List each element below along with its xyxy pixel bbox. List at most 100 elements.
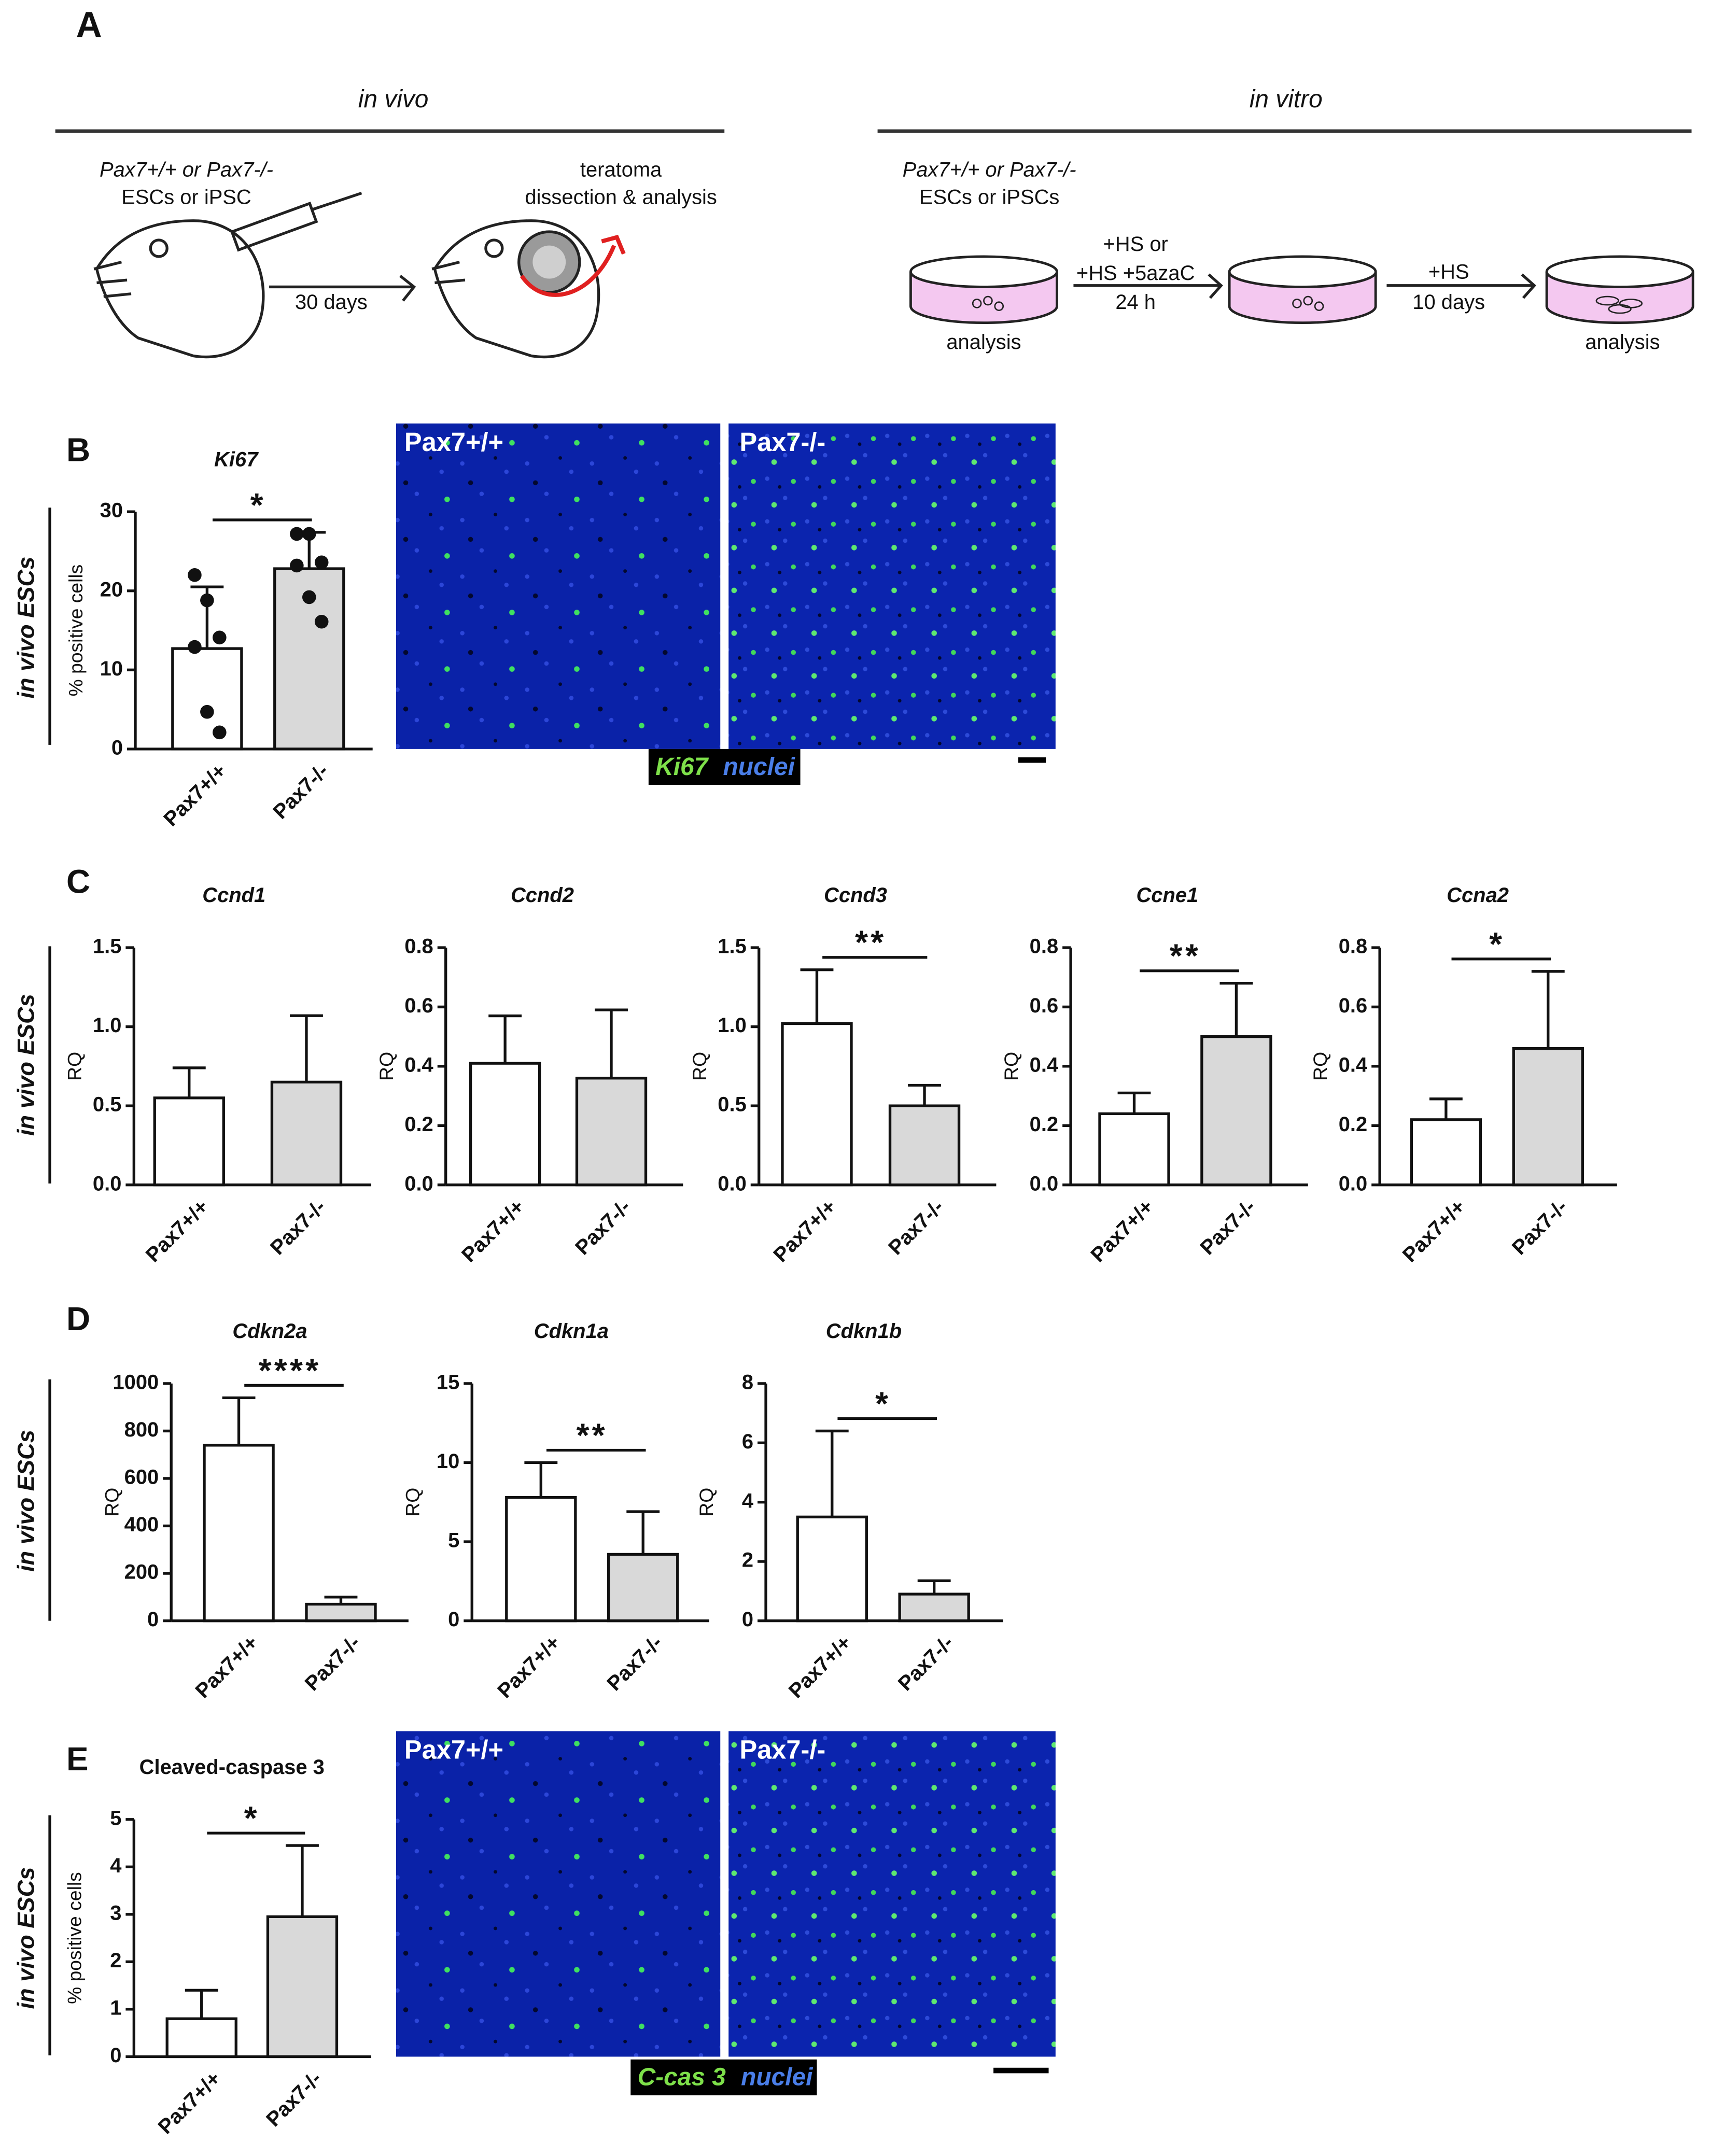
x-tick-label: Pax7-/- [1196,1195,1260,1260]
y-tick-label: 0.2 [1030,1113,1058,1136]
y-tick-label: 0.5 [718,1093,746,1116]
x-tick-label: Pax7+/+ [1086,1195,1158,1267]
y-tick-label: 2 [110,1949,121,1972]
significance: ** [1170,937,1201,975]
micrograph-labels: Pax7+/+ Pax7-/- Pax7+/+ Pax7-/- [404,427,825,1765]
bar [607,1553,679,1623]
y-axis-label: RQ [1000,1052,1022,1081]
bar [1512,1047,1584,1187]
x-tick-label: Pax7-/- [894,1631,958,1696]
chart-title: Ccnd1 [202,884,265,907]
row-label: in vivo ESCs [12,1430,39,1572]
culture: 10 days [1412,291,1485,314]
micrograph [728,1731,1056,2057]
x-tick-label: Pax7+/+ [493,1631,565,1703]
cells: ESCs or iPSCs [919,186,1060,209]
genotype: Pax7+/+ or Pax7-/- [903,158,1076,181]
bar [266,1915,339,2059]
heading: in vitro [1250,86,1323,113]
drawings [93,192,1536,359]
y-tick-label: 200 [124,1561,159,1584]
x-tick-label: Pax7+/+ [159,759,231,831]
data-point [188,568,202,582]
y-tick-label: 800 [124,1418,159,1441]
step-detail: dissection & analysis [525,186,717,209]
bar [165,2017,237,2059]
data-point [314,555,329,570]
x-tick-label: Pax7-/- [571,1195,635,1260]
bar [1098,1112,1170,1187]
significance: * [250,486,266,524]
y-tick-label: 15 [437,1371,459,1393]
y-axis-label: RQ [695,1488,717,1517]
data-point [314,614,329,629]
genotype: Pax7+/+ or Pax7-/- [100,158,273,181]
dissection-arrow [520,234,626,297]
y-tick-label: 0 [448,1608,459,1631]
image-label: Pax7-/- [739,1735,825,1765]
stain: Ki67 [655,753,709,781]
y-tick-label: 0 [110,2044,121,2067]
image-label: Pax7+/+ [404,1735,503,1765]
data-point [188,640,202,654]
y-tick-label: 0.0 [1030,1172,1058,1195]
data-point [213,725,227,740]
bar [505,1496,577,1623]
bar [888,1104,961,1187]
x-tick-label: Pax7-/- [1508,1195,1572,1260]
significance: * [244,1799,260,1837]
x-tick-label: Pax7+/+ [191,1631,263,1703]
chart-title: Ccnd3 [824,884,887,907]
heading: in vivo [358,86,429,113]
y-axis-label: % positive cells [65,565,87,697]
y-axis-label: % positive cells [63,1872,85,2004]
data-point [200,593,214,608]
data-point [290,527,304,541]
y-tick-label: 0.0 [1339,1172,1367,1195]
y-tick-label: 3 [110,1901,121,1924]
y-tick-label: 0 [147,1608,159,1631]
panel-label: B [66,431,90,469]
y-tick-label: 0 [742,1608,753,1631]
y-tick-label: 0.4 [1339,1053,1367,1076]
y-tick-label: 0.0 [718,1172,746,1195]
panel-label: C [66,863,90,900]
y-tick-label: 4 [110,1854,121,1877]
x-tick-label: Pax7-/- [884,1195,948,1260]
dishes [909,255,1694,325]
row-label: in vivo ESCs [12,1867,39,2009]
y-axis-label: RQ [689,1052,710,1081]
x-tick-label: Pax7+/+ [457,1195,529,1267]
bar [1410,1118,1482,1187]
chart-title: Cdkn1a [534,1320,609,1343]
y-tick-label: 1.0 [718,1014,746,1037]
stain: C-cas 3 [638,2064,726,2091]
y-tick-label: 8 [742,1371,753,1393]
row-label: in vivo ESCs [12,994,39,1136]
stain-legend [630,2059,817,2095]
y-tick-label: 0.4 [404,1053,433,1076]
y-axis-label: RQ [101,1488,122,1517]
x-tick-label: Pax7+/+ [1398,1195,1470,1267]
y-tick-label: 0.2 [404,1113,433,1136]
chart-title: Ccne1 [1136,884,1198,907]
x-tick-label: Pax7-/- [301,1631,365,1696]
significance: ** [577,1416,608,1454]
y-tick-label: 10 [100,657,123,680]
y-tick-label: 400 [124,1513,159,1536]
schematic: in vivo in vitro Pax7+/+ or Pax7-/- ESCs… [55,86,1694,359]
treatment: 24 h [1115,291,1156,314]
y-tick-label: 1 [110,1996,121,2019]
y-tick-label: 0.0 [404,1172,433,1195]
panel-label: D [66,1300,90,1337]
y-axis-label: RQ [401,1488,423,1517]
y-tick-label: 0.5 [93,1093,121,1116]
y-axis-label: RQ [63,1052,85,1081]
readout: analysis [1585,331,1660,354]
step: teratoma [580,158,662,181]
y-tick-label: 1000 [113,1371,159,1393]
readout: analysis [946,331,1021,354]
y-tick-label: 20 [100,578,123,601]
